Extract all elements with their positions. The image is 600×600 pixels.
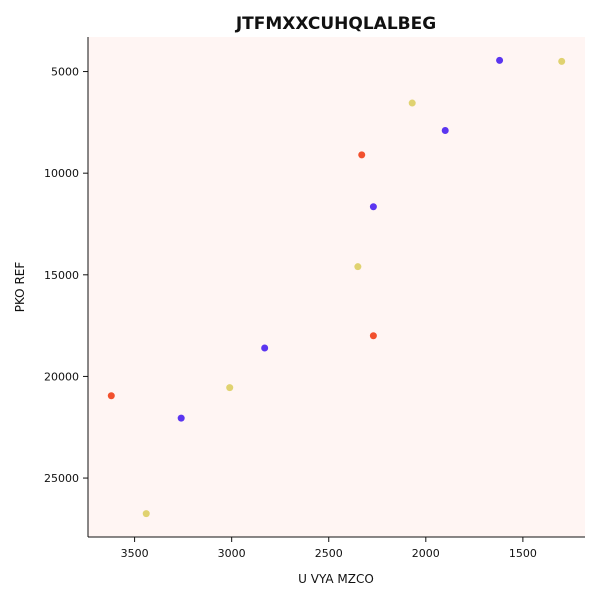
data-point-series-1 bbox=[441, 126, 449, 134]
x-axis-label: U VYA MZCO bbox=[298, 572, 374, 586]
data-point-series-1 bbox=[369, 203, 377, 211]
data-point-series-2 bbox=[408, 99, 416, 107]
y-axis-label: PKO REF bbox=[13, 262, 27, 313]
y-tick-label: 15000 bbox=[44, 269, 79, 282]
data-point-series-1 bbox=[496, 56, 504, 64]
points-layer bbox=[107, 56, 566, 518]
x-tick-label: 2000 bbox=[412, 547, 440, 560]
y-tick-label: 10000 bbox=[44, 167, 79, 180]
data-point-series-1 bbox=[177, 414, 185, 422]
x-tick-label: 3000 bbox=[218, 547, 246, 560]
y-tick-label: 5000 bbox=[51, 66, 79, 79]
data-point-series-3 bbox=[369, 332, 377, 340]
data-point-series-3 bbox=[358, 151, 366, 159]
data-point-series-1 bbox=[261, 344, 269, 352]
y-tick-label: 25000 bbox=[44, 472, 79, 485]
x-tick-label: 1500 bbox=[509, 547, 537, 560]
ticks-layer: 3500 3000 2500 2000 1500 5000 10000 15000 20000 2… bbox=[44, 66, 537, 560]
data-point-series-2 bbox=[354, 263, 362, 271]
chart-title: JTFMXXCUHQLALBEG bbox=[235, 14, 436, 34]
plot-background bbox=[88, 37, 585, 537]
y-tick-label: 20000 bbox=[44, 370, 79, 383]
data-point-series-3 bbox=[107, 392, 115, 400]
x-tick-label: 3500 bbox=[121, 547, 149, 560]
data-point-series-2 bbox=[142, 510, 150, 518]
data-point-series-2 bbox=[226, 384, 234, 392]
x-tick-label: 2500 bbox=[315, 547, 343, 560]
data-point-series-2 bbox=[558, 57, 566, 65]
